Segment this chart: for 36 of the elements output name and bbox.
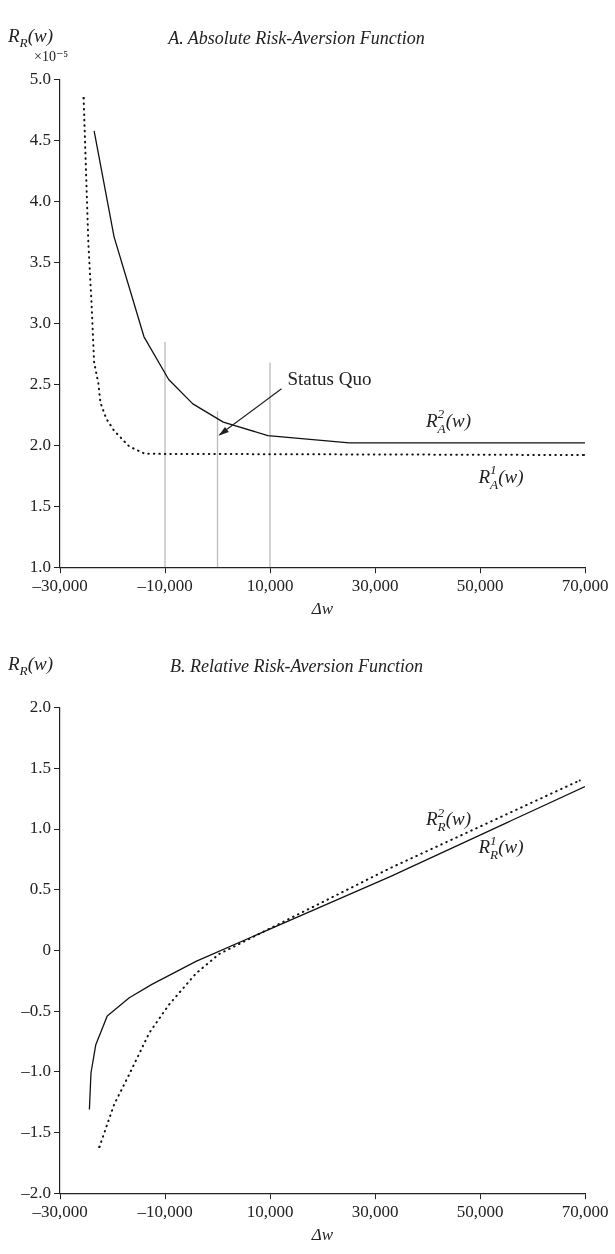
y-tick-label: –0.5 <box>20 1000 51 1020</box>
x-tick-label: –30,000 <box>31 575 88 595</box>
y-tick-label: 3.0 <box>29 312 51 332</box>
y-tick-label: 1.5 <box>29 495 51 515</box>
x-tick-label: –10,000 <box>136 1201 193 1221</box>
x-tick-label: –30,000 <box>31 1201 88 1221</box>
annotation: Status Quo <box>287 367 372 389</box>
chart-title: A. Absolute Risk-Aversion Function <box>167 27 425 48</box>
y-tick-label: –1.5 <box>20 1121 51 1141</box>
x-tick-label: 70,000 <box>561 1201 609 1221</box>
y-tick-label: 1.5 <box>29 757 51 777</box>
y-tick-label: 5.0 <box>29 69 51 89</box>
x-axis-title: Δw <box>310 1225 334 1245</box>
x-tick-label: 50,000 <box>456 1201 504 1221</box>
x-tick-label: 30,000 <box>351 1201 399 1221</box>
y-tick-label: 4.5 <box>29 130 51 150</box>
chart-title: B. Relative Risk-Aversion Function <box>170 655 423 676</box>
y-tick-label: 1.0 <box>29 556 51 576</box>
y-tick-label: 3.5 <box>29 251 51 271</box>
y-tick-label: 0.5 <box>29 879 51 899</box>
y-tick-label: 4.0 <box>29 190 51 210</box>
y-tick-label: 0 <box>42 939 51 959</box>
y-tick-label: 2.0 <box>29 434 51 454</box>
text: ×10⁻⁵ <box>34 48 69 64</box>
x-tick-label: 50,000 <box>456 575 504 595</box>
y-tick-label: 2.0 <box>29 697 51 717</box>
x-tick-label: –10,000 <box>136 575 193 595</box>
x-tick-label: 70,000 <box>561 575 609 595</box>
x-tick-label: 10,000 <box>246 575 294 595</box>
y-tick-label: 2.5 <box>29 373 51 393</box>
y-tick-label: –2.0 <box>20 1182 51 1202</box>
y-tick-label: –1.0 <box>20 1061 51 1081</box>
x-axis-title: Δw <box>310 599 334 619</box>
x-tick-label: 10,000 <box>246 1201 294 1221</box>
x-tick-label: 30,000 <box>351 575 399 595</box>
y-tick-label: 1.0 <box>29 818 51 838</box>
